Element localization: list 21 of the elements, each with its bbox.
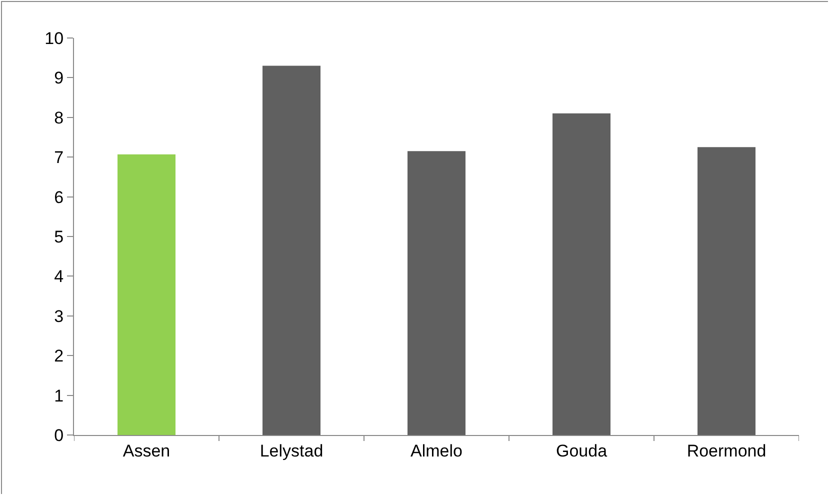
y-tick-label: 6 [54, 188, 64, 207]
y-tick-label: 7 [54, 148, 64, 168]
y-tick-label: 4 [54, 267, 64, 286]
y-tick-label: 2 [54, 346, 64, 366]
y-tick-label: 8 [54, 108, 64, 128]
bar [698, 147, 756, 435]
y-tick-label: 0 [54, 426, 64, 445]
y-tick-label: 5 [54, 227, 64, 246]
x-tick-label: Assen [122, 441, 170, 460]
bar [262, 66, 320, 435]
x-tick-label: Almelo [410, 441, 462, 460]
x-tick-label: Roermond [686, 441, 766, 460]
y-tick-label: 1 [54, 386, 64, 406]
y-tick-label: 3 [54, 306, 64, 326]
y-tick-label: 10 [44, 28, 64, 48]
bar [552, 113, 610, 435]
x-tick-label: Lelystad [260, 441, 324, 460]
y-tick-label: 9 [54, 68, 64, 88]
x-tick-label: Gouda [556, 441, 608, 460]
bar [408, 151, 466, 435]
bar [118, 154, 176, 435]
